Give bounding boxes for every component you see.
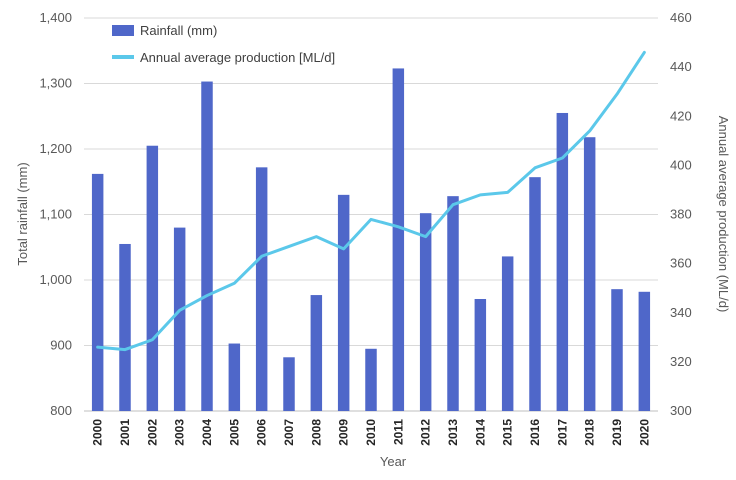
rainfall-bar	[365, 348, 377, 411]
legend-swatch-rainfall	[112, 25, 134, 36]
rainfall-bar	[474, 298, 487, 411]
x-tick-label: 2015	[501, 419, 515, 446]
right-axis-title: Annual average production (ML/d)	[716, 116, 731, 313]
rainfall-bar	[392, 68, 405, 411]
rainfall-bar	[638, 291, 651, 411]
left-tick-label: 1,000	[39, 272, 72, 287]
rainfall-bar	[529, 177, 541, 411]
x-tick-label: 2011	[391, 419, 405, 445]
rainfall-bar	[419, 213, 432, 411]
rainfall-bars	[91, 68, 651, 411]
rainfall-bar	[447, 196, 459, 411]
right-tick-label: 300	[670, 403, 692, 418]
rainfall-bar	[283, 357, 295, 411]
right-axis-ticks: 300 320 340 360 380 400 420 440 460	[670, 10, 692, 418]
x-tick-label: 2019	[610, 419, 624, 446]
left-axis-title: Total rainfall (mm)	[15, 162, 30, 265]
rainfall-bar	[173, 227, 186, 411]
x-tick-label: 2006	[255, 419, 269, 446]
rainfall-bar	[255, 167, 268, 411]
rainfall-bar	[310, 295, 323, 411]
x-axis-ticks: 2000 2001 2002 2003 2004 2005 2006 2007 2008 2009…	[91, 419, 652, 446]
rainfall-bar	[119, 243, 131, 411]
x-tick-label: 2005	[227, 419, 241, 446]
production-line	[96, 50, 646, 352]
x-tick-label: 2008	[309, 419, 323, 446]
x-tick-label: 2004	[200, 419, 214, 446]
rainfall-bar	[611, 289, 623, 411]
rainfall-bar	[146, 145, 159, 411]
x-tick-label: 2003	[173, 419, 187, 446]
x-tick-label: 2012	[419, 419, 433, 446]
right-tick-label: 360	[670, 256, 692, 271]
left-tick-label: 900	[50, 338, 72, 353]
right-tick-label: 340	[670, 305, 692, 320]
legend-label-production: Annual average production [ML/d]	[140, 50, 335, 65]
x-tick-label: 2009	[337, 419, 351, 446]
right-tick-label: 440	[670, 59, 692, 74]
x-tick-label: 2007	[282, 419, 296, 446]
left-axis-ticks: 800 900 1,000 1,100 1,200 1,300 1,400	[39, 10, 72, 418]
right-tick-label: 400	[670, 157, 692, 172]
rainfall-bar	[228, 343, 241, 411]
x-axis-title: Year	[380, 454, 407, 469]
left-tick-label: 800	[50, 403, 72, 418]
rainfall-bar	[91, 173, 104, 411]
left-tick-label: 1,400	[39, 10, 72, 25]
x-tick-label: 2016	[528, 419, 542, 446]
right-tick-label: 420	[670, 108, 692, 123]
x-tick-label: 2002	[145, 419, 159, 446]
right-tick-label: 320	[670, 354, 692, 369]
left-tick-label: 1,200	[39, 141, 72, 156]
x-tick-label: 2000	[91, 419, 105, 446]
production-line-layer	[96, 50, 646, 352]
left-tick-label: 1,100	[39, 207, 72, 222]
right-tick-label: 460	[670, 10, 692, 25]
legend: Rainfall (mm) Annual average production …	[112, 23, 335, 65]
rainfall-bar	[556, 112, 569, 411]
x-tick-label: 2020	[637, 419, 651, 446]
x-tick-label: 2017	[555, 419, 569, 446]
rainfall-bar	[583, 137, 596, 411]
left-tick-label: 1,300	[39, 76, 72, 91]
x-tick-label: 2014	[473, 419, 487, 446]
x-tick-label: 2013	[446, 419, 460, 446]
rainfall-bar	[201, 81, 213, 411]
rainfall-bar	[501, 256, 514, 411]
right-tick-label: 380	[670, 207, 692, 222]
x-tick-label: 2018	[583, 419, 597, 446]
legend-label-rainfall: Rainfall (mm)	[140, 23, 217, 38]
x-tick-label: 2001	[118, 419, 132, 446]
x-tick-label: 2010	[364, 419, 378, 446]
rainfall-bar	[337, 194, 350, 411]
